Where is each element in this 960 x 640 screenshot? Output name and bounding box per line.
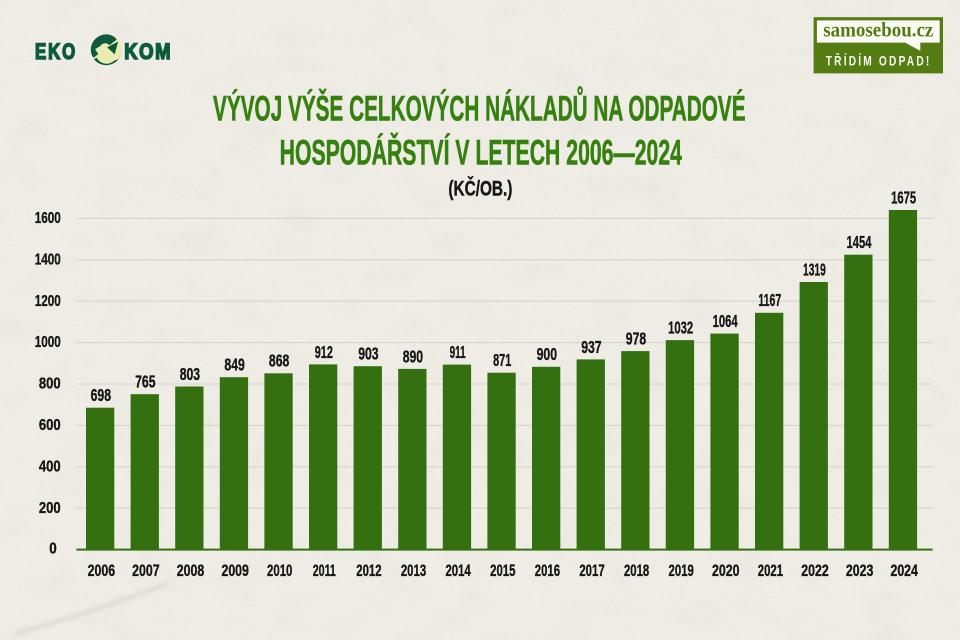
svg-text:2021: 2021 bbox=[758, 561, 783, 580]
svg-text:1319: 1319 bbox=[803, 259, 826, 279]
svg-text:200: 200 bbox=[39, 500, 61, 517]
svg-text:2013: 2013 bbox=[401, 561, 426, 580]
svg-text:2006: 2006 bbox=[88, 561, 116, 580]
svg-text:911: 911 bbox=[450, 342, 466, 362]
svg-text:912: 912 bbox=[315, 342, 333, 362]
svg-text:1167: 1167 bbox=[758, 290, 781, 310]
svg-text:2017: 2017 bbox=[579, 561, 604, 580]
svg-text:890: 890 bbox=[403, 346, 424, 366]
svg-text:2019: 2019 bbox=[669, 561, 694, 580]
svg-text:1000: 1000 bbox=[35, 334, 61, 351]
svg-text:2024: 2024 bbox=[890, 561, 918, 580]
svg-text:871: 871 bbox=[493, 350, 511, 370]
svg-text:600: 600 bbox=[39, 417, 61, 434]
svg-text:2011: 2011 bbox=[313, 561, 336, 580]
svg-text:(KČ/OB.): (KČ/OB.) bbox=[448, 176, 512, 200]
svg-text:765: 765 bbox=[135, 372, 156, 392]
svg-text:2008: 2008 bbox=[177, 561, 205, 580]
svg-text:849: 849 bbox=[224, 355, 245, 375]
svg-text:2016: 2016 bbox=[535, 561, 560, 580]
svg-text:2010: 2010 bbox=[267, 561, 292, 580]
svg-text:2015: 2015 bbox=[490, 561, 515, 580]
svg-text:2012: 2012 bbox=[356, 561, 381, 580]
svg-text:903: 903 bbox=[358, 344, 379, 364]
svg-text:2022: 2022 bbox=[801, 561, 829, 580]
svg-text:HOSPODÁŘSTVÍ V LETECH 2006—202: HOSPODÁŘSTVÍ V LETECH 2006—2024 bbox=[280, 133, 683, 173]
svg-text:VÝVOJ VÝŠE CELKOVÝCH NÁKLADŮ N: VÝVOJ VÝŠE CELKOVÝCH NÁKLADŮ NA ODPADOVÉ bbox=[213, 86, 746, 129]
svg-text:1454: 1454 bbox=[847, 232, 872, 252]
svg-text:800: 800 bbox=[39, 376, 61, 393]
svg-text:TŘÍDÍM ODPAD!: TŘÍDÍM ODPAD! bbox=[826, 51, 932, 68]
svg-text:900: 900 bbox=[537, 344, 558, 364]
svg-text:2009: 2009 bbox=[221, 561, 249, 580]
svg-text:868: 868 bbox=[269, 351, 290, 371]
svg-text:978: 978 bbox=[626, 329, 647, 349]
svg-text:698: 698 bbox=[91, 385, 112, 405]
svg-text:2014: 2014 bbox=[445, 561, 471, 580]
svg-text:2018: 2018 bbox=[624, 561, 649, 580]
svg-text:EKO: EKO bbox=[35, 39, 77, 64]
svg-text:1675: 1675 bbox=[891, 187, 916, 207]
svg-text:2023: 2023 bbox=[846, 561, 874, 580]
svg-text:400: 400 bbox=[39, 458, 61, 475]
svg-text:1064: 1064 bbox=[713, 311, 738, 331]
svg-text:1032: 1032 bbox=[668, 318, 693, 338]
svg-text:1600: 1600 bbox=[35, 210, 61, 227]
svg-text:KOM: KOM bbox=[124, 39, 172, 64]
svg-text:2020: 2020 bbox=[712, 561, 740, 580]
svg-text:1400: 1400 bbox=[35, 251, 61, 268]
svg-text:0: 0 bbox=[49, 540, 57, 557]
svg-text:937: 937 bbox=[581, 337, 601, 357]
svg-text:samosebou.cz: samosebou.cz bbox=[823, 18, 933, 42]
svg-text:1200: 1200 bbox=[35, 293, 61, 310]
svg-text:2007: 2007 bbox=[132, 561, 160, 580]
svg-text:803: 803 bbox=[180, 364, 201, 384]
